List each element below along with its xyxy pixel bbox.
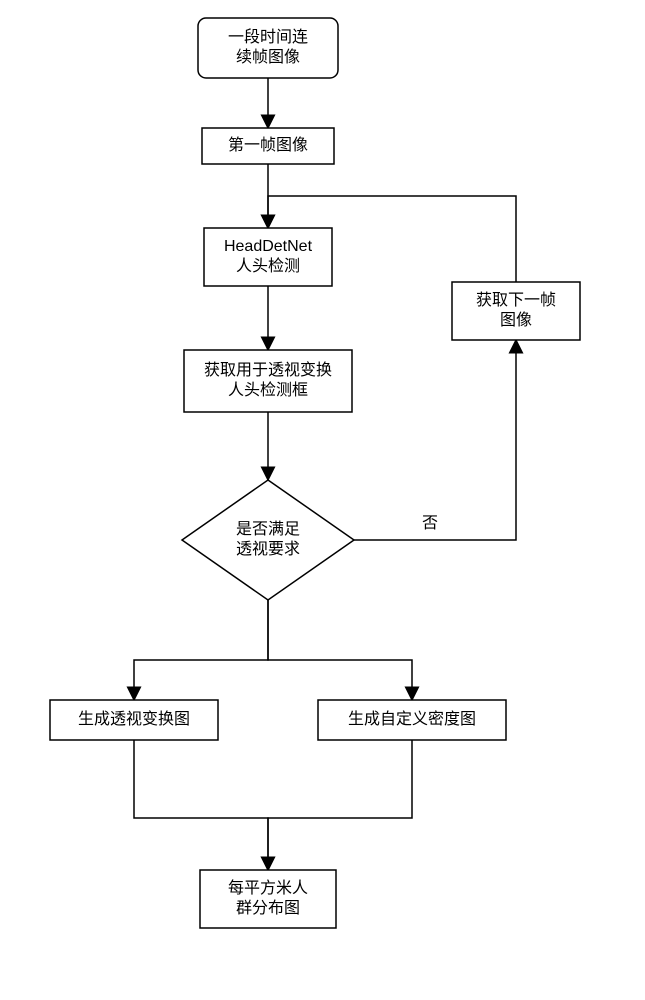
node-shape-n5	[182, 480, 354, 600]
edge-n5-n6	[354, 340, 516, 540]
node-text-n7-line0: 生成透视变换图	[78, 710, 190, 728]
node-text-n9-line0: 每平方米人	[228, 879, 308, 897]
node-text-n1-line0: 一段时间连	[228, 28, 308, 46]
node-n4: 获取用于透视变换人头检测框	[184, 350, 352, 412]
node-n9: 每平方米人群分布图	[200, 870, 336, 928]
node-n7: 生成透视变换图	[50, 700, 218, 740]
node-shape-n4	[184, 350, 352, 412]
node-text-n5-line1: 透视要求	[236, 540, 300, 558]
node-n6: 获取下一帧图像	[452, 282, 580, 340]
node-shape-n6	[452, 282, 580, 340]
node-shape-n3	[204, 228, 332, 286]
node-text-n4-line0: 获取用于透视变换	[204, 361, 332, 379]
edge-n5-n7	[134, 600, 268, 700]
node-text-n3-line0: HeadDetNet	[224, 238, 313, 255]
node-text-n1-line1: 续帧图像	[236, 48, 300, 66]
edge-n5-n8	[268, 600, 412, 700]
node-n8: 生成自定义密度图	[318, 700, 506, 740]
node-text-n5-line0: 是否满足	[236, 520, 300, 538]
edge-n7-n9	[134, 740, 268, 870]
node-text-n9-line1: 群分布图	[236, 899, 300, 917]
node-text-n6-line0: 获取下一帧	[476, 291, 556, 309]
node-shape-n9	[200, 870, 336, 928]
node-n3: HeadDetNet 人头检测	[204, 228, 332, 286]
edge-n8-n9	[268, 740, 412, 870]
node-n2: 第一帧图像	[202, 128, 334, 164]
node-text-n4-line1: 人头检测框	[228, 381, 308, 399]
node-n1: 一段时间连续帧图像	[198, 18, 338, 78]
edge-label-4: 否	[422, 515, 438, 532]
node-text-n8-line0: 生成自定义密度图	[348, 710, 476, 728]
node-shape-n1	[198, 18, 338, 78]
node-text-n6-line1: 图像	[500, 311, 532, 329]
node-n5: 是否满足透视要求	[182, 480, 354, 600]
node-text-n2-line0: 第一帧图像	[228, 136, 308, 154]
flowchart-canvas: 否 一段时间连续帧图像第一帧图像 HeadDetNet 人头检测获取用于透视变换人头检…	[0, 0, 645, 1000]
node-text-n3-line1: 人头检测	[236, 257, 300, 275]
